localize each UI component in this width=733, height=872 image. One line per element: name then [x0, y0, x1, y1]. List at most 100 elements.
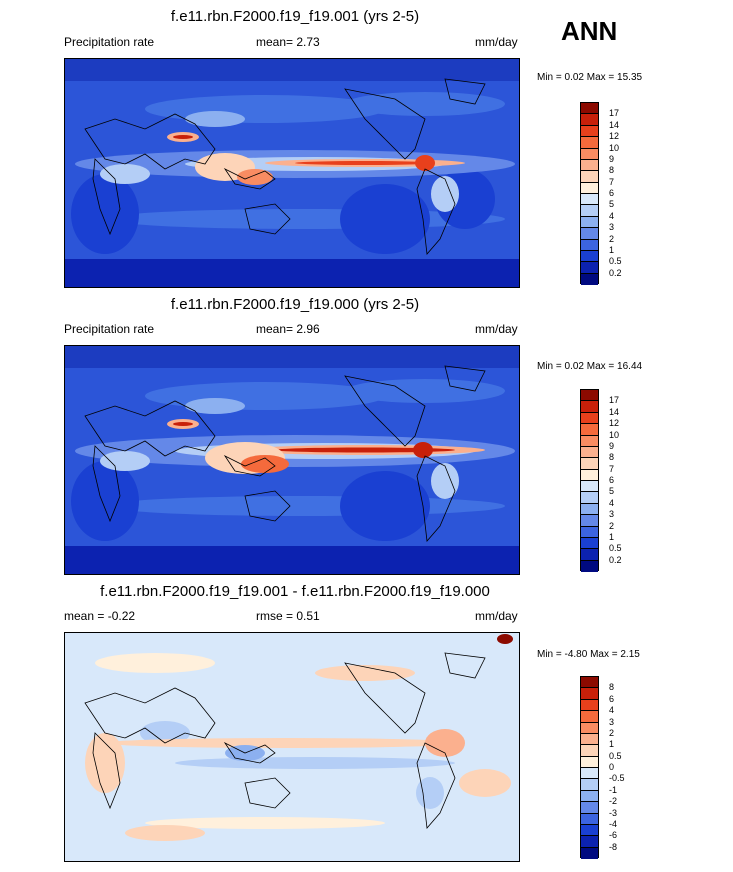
colorbar-swatch — [581, 711, 598, 723]
colorbar-swatch — [581, 481, 598, 493]
colorbar-swatch — [581, 114, 598, 126]
colorbar-tick-label: -6 — [609, 830, 618, 841]
colorbar-tick-label: 6 — [609, 475, 615, 485]
colorbar-tick-label: -3 — [609, 807, 618, 818]
colorbar-swatch — [581, 503, 598, 516]
colorbar-tick-label: 3 — [609, 716, 615, 727]
colorbar-swatch — [581, 159, 598, 172]
colorbar-tick-label: 6 — [609, 188, 615, 198]
colorbar-swatch — [581, 699, 598, 712]
colorbar-swatch — [581, 733, 598, 746]
colorbar-swatch — [581, 148, 598, 160]
colorbar-tick-label: -0.5 — [609, 773, 625, 784]
colorbar-tick-label: 4 — [609, 497, 615, 508]
colorbar-tick-label: 0.2 — [609, 554, 622, 565]
colorbar-swatch — [581, 847, 598, 859]
colorbar-swatch — [581, 745, 598, 757]
colorbar-tick-label: -1 — [609, 784, 618, 795]
panel3-map — [64, 632, 520, 862]
colorbar-tick-label: 7 — [609, 463, 615, 474]
colorbar-tick-label: 5 — [609, 486, 615, 497]
colorbar-swatch — [581, 756, 598, 768]
colorbar-tick-label: 6 — [609, 693, 615, 704]
colorbar-tick-label: 10 — [609, 429, 620, 440]
panel1-title: f.e11.rbn.F2000.f19_f19.001 (yrs 2-5) — [170, 8, 420, 25]
colorbar-swatch — [581, 677, 598, 689]
colorbar-swatch — [581, 458, 598, 470]
colorbar-swatch — [581, 216, 598, 229]
colorbar-tick-label: 4 — [609, 705, 615, 716]
colorbar-tick-label: 9 — [609, 153, 615, 164]
colorbar-tick-label: 8 — [609, 165, 615, 176]
colorbar-swatch — [581, 390, 598, 402]
panel1-colorbar — [580, 102, 599, 285]
panel1-minmax: Min = 0.02 Max = 15.35 — [537, 72, 643, 83]
panel3-minmax: Min = -4.80 Max = 2.15 — [537, 649, 640, 660]
colorbar-tick-label: 3 — [609, 222, 615, 233]
colorbar-swatch — [581, 722, 598, 734]
colorbar-tick-label: 8 — [609, 452, 615, 463]
panel3-colorbar — [580, 676, 599, 859]
colorbar-tick-label: 1 — [609, 531, 615, 542]
colorbar-swatch — [581, 239, 598, 251]
colorbar-swatch — [581, 424, 598, 436]
colorbar-swatch — [581, 492, 598, 504]
colorbar-tick-label: 0.5 — [609, 543, 622, 554]
colorbar-swatch — [581, 194, 598, 206]
colorbar-swatch — [581, 125, 598, 138]
colorbar-tick-label: 1 — [609, 739, 615, 750]
panel1-units: mm/day — [475, 35, 518, 49]
colorbar-swatch — [581, 228, 598, 240]
panel2-title: f.e11.rbn.F2000.f19_f19.000 (yrs 2-5) — [170, 296, 420, 313]
colorbar-swatch — [581, 446, 598, 459]
colorbar-tick-label: 3 — [609, 509, 615, 520]
colorbar-swatch — [581, 802, 598, 814]
panel3-units: mm/day — [475, 609, 518, 623]
colorbar-tick-label: 4 — [609, 210, 615, 221]
colorbar-swatch — [581, 205, 598, 217]
colorbar-tick-label: 2 — [609, 520, 615, 531]
colorbar-tick-label: 12 — [609, 131, 620, 142]
colorbar-tick-label: 5 — [609, 199, 615, 210]
panel2-left-label: Precipitation rate — [64, 322, 155, 336]
colorbar-tick-label: -2 — [609, 796, 618, 807]
colorbar-swatch — [581, 515, 598, 527]
colorbar-tick-label: 17 — [609, 108, 620, 119]
colorbar-swatch — [581, 262, 598, 274]
panel1-mean-label: mean= 2.73 — [256, 35, 320, 49]
colorbar-tick-label: 17 — [609, 395, 620, 406]
colorbar-swatch — [581, 813, 598, 825]
colorbar-tick-label: 14 — [609, 406, 620, 417]
colorbar-tick-label: 12 — [609, 418, 620, 429]
colorbar-tick-label: 0.5 — [609, 256, 622, 267]
colorbar-tick-label: -4 — [609, 818, 618, 829]
colorbar-swatch — [581, 273, 598, 285]
colorbar-swatch — [581, 824, 598, 837]
colorbar-tick-label: 9 — [609, 440, 615, 451]
colorbar-swatch — [581, 435, 598, 447]
colorbar-swatch — [581, 549, 598, 561]
panel2-map — [64, 345, 520, 575]
colorbar-tick-label: 0.5 — [609, 750, 622, 761]
colorbar-swatch — [581, 182, 598, 194]
colorbar-tick-label: -8 — [609, 841, 618, 852]
colorbar-tick-label: 2 — [609, 727, 615, 738]
colorbar-swatch — [581, 688, 598, 700]
colorbar-tick-label: 14 — [609, 119, 620, 130]
colorbar-tick-label: 7 — [609, 176, 615, 187]
panel3-title: f.e11.rbn.F2000.f19_f19.001 - f.e11.rbn.… — [100, 583, 490, 600]
colorbar-swatch — [581, 250, 598, 263]
colorbar-tick-label: 10 — [609, 142, 620, 153]
colorbar-swatch — [581, 137, 598, 149]
colorbar-swatch — [581, 768, 598, 780]
colorbar-tick-label: 0.2 — [609, 267, 622, 278]
colorbar-tick-label: 2 — [609, 233, 615, 244]
colorbar-swatch — [581, 171, 598, 183]
colorbar-swatch — [581, 779, 598, 791]
colorbar-swatch — [581, 469, 598, 481]
panel2-colorbar — [580, 389, 599, 572]
colorbar-swatch — [581, 103, 598, 115]
colorbar-swatch — [581, 790, 598, 803]
panel1-map — [64, 58, 520, 288]
panel3-rmse-label: rmse = 0.51 — [256, 609, 320, 623]
